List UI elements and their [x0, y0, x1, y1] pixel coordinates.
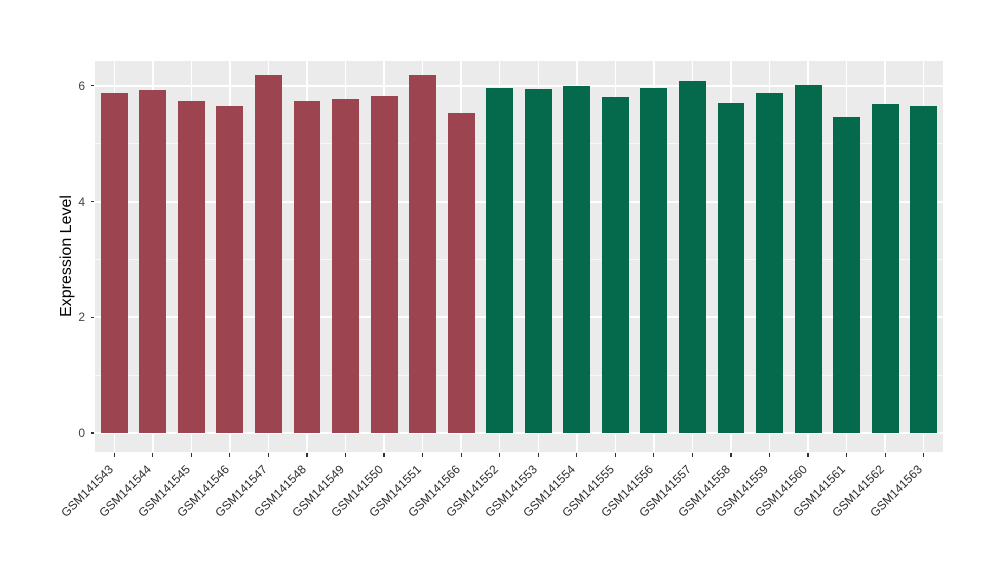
- y-tick-mark: [91, 432, 94, 434]
- x-tick-mark: [653, 453, 655, 457]
- x-tick-mark: [344, 453, 347, 457]
- x-tick-mark: [306, 453, 308, 457]
- bar-GSM141562: [871, 104, 899, 433]
- x-tick-mark: [499, 453, 501, 457]
- y-tick-label: 2: [78, 310, 85, 325]
- bar-GSM141556: [640, 88, 668, 433]
- x-tick-mark: [923, 453, 925, 457]
- x-tick-mark: [576, 453, 578, 457]
- bar-GSM141554: [563, 85, 591, 433]
- x-tick-mark: [537, 453, 539, 457]
- x-tick-mark: [190, 453, 192, 457]
- bar-GSM141552: [486, 87, 514, 433]
- bar-GSM141549: [332, 98, 360, 433]
- gridline-major: [95, 200, 943, 203]
- bar-GSM141551: [409, 75, 437, 433]
- x-tick-mark: [152, 453, 154, 457]
- bar-GSM141546: [216, 106, 244, 433]
- x-tick-mark: [691, 453, 694, 457]
- bar-GSM141555: [601, 96, 629, 433]
- y-tick-mark: [91, 85, 94, 87]
- bar-GSM141548: [293, 101, 321, 433]
- y-tick-label: 6: [78, 78, 85, 93]
- x-tick-mark: [422, 453, 424, 457]
- bar-GSM141559: [756, 92, 784, 433]
- plot-panel: [95, 61, 943, 452]
- x-tick-mark: [807, 453, 809, 457]
- x-tick-mark: [383, 453, 385, 457]
- gridline-major: [95, 84, 943, 87]
- gridline-minor: [95, 258, 943, 260]
- x-tick-mark: [267, 453, 270, 457]
- bar-GSM141557: [678, 81, 706, 433]
- bar-GSM141543: [100, 93, 128, 433]
- x-tick-mark: [730, 453, 732, 457]
- x-tick-mark: [460, 453, 462, 457]
- gridline-minor: [95, 374, 943, 376]
- y-tick-mark: [91, 200, 94, 203]
- x-tick-mark: [229, 453, 231, 457]
- bar-GSM141560: [794, 84, 822, 433]
- x-tick-mark: [768, 453, 771, 457]
- bar-GSM141545: [177, 101, 205, 433]
- bar-GSM141553: [524, 88, 552, 433]
- y-tick-label: 4: [78, 194, 85, 209]
- gridline-major: [95, 316, 943, 319]
- x-tick-mark: [113, 453, 115, 457]
- bar-GSM141563: [910, 106, 938, 433]
- y-tick-mark: [91, 316, 94, 318]
- y-tick-label: 0: [78, 425, 85, 440]
- bar-GSM141544: [139, 89, 167, 433]
- gridline-minor: [95, 143, 943, 145]
- bar-GSM141558: [717, 102, 745, 433]
- x-tick-mark: [846, 453, 848, 457]
- gridline-major: [95, 431, 943, 434]
- bar-GSM141547: [254, 75, 282, 433]
- bar-GSM141561: [833, 117, 861, 433]
- y-axis: 0 2 4 6: [0, 61, 95, 452]
- x-tick-mark: [614, 453, 616, 457]
- x-axis: GSM141543 GSM141544 GSM141545 GSM141546 GSM1…: [58, 452, 943, 580]
- x-tick-mark: [884, 453, 886, 457]
- bar-GSM141566: [447, 113, 475, 433]
- bar-GSM141550: [370, 96, 398, 433]
